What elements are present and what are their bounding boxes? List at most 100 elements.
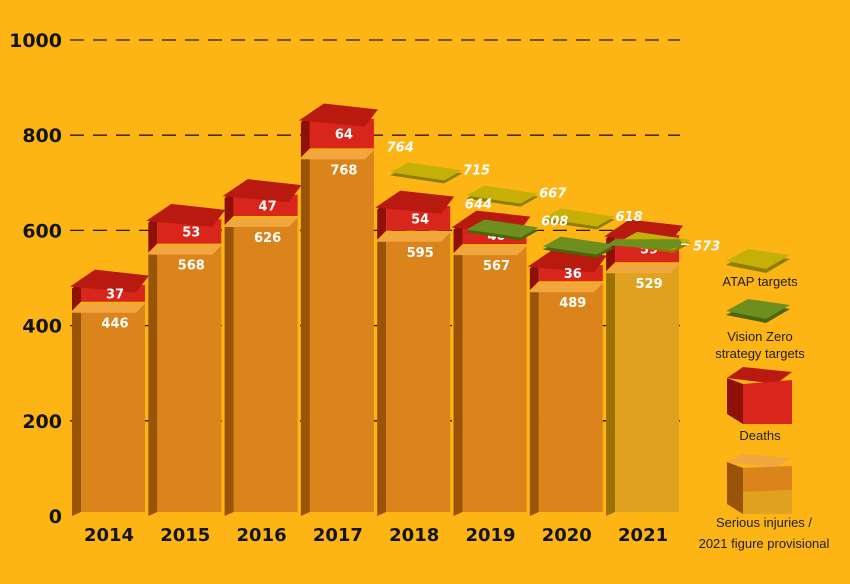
serious-injuries-side [453,246,463,516]
y-axis-ticks: 0 200 400 600 800 1000 [9,30,62,528]
deaths-side [224,189,234,226]
serious-injuries-value-label: 626 [254,231,281,246]
bar-group: 47 626 [222,179,302,517]
deaths-side [377,200,387,240]
deaths-value-label: 54 [411,212,429,227]
atap-target-plate [542,208,615,230]
bar-group: 36 489 [527,249,607,516]
bar-group: 40567 [451,210,531,516]
serious-injuries-top [606,264,680,274]
atap-target-plate-face [542,208,615,227]
serious-injuries-value-label: 768 [330,163,357,178]
legend-deaths-side [727,378,743,424]
bars: 37 446 53 568 47 626 64 768 54 595 40567 36 489 59529… [70,103,720,517]
serious-injuries-value-label: 446 [101,317,128,332]
serious-injuries-side [377,232,387,516]
serious-injuries-bar [615,264,680,512]
bar-group: 54 595 [375,190,455,516]
legend-si-front [743,466,792,492]
serious-injuries-top [377,232,451,242]
legend-si-front-provisional [743,490,792,514]
legend-serious-injuries-swatch [727,454,792,514]
atap-target-plate [390,162,463,184]
serious-injuries-value-label: 567 [483,259,510,274]
vision-zero-target-plate [542,236,615,258]
legend-vision-zero-label-line1: Vision Zero [727,329,793,344]
deaths-side [300,113,310,158]
legend-atap-swatch-face [726,249,790,269]
deaths-top [70,269,149,293]
legend-deaths-swatch [727,367,792,424]
vision-zero-target-label: 644 [465,197,492,212]
deaths-bar [309,118,374,149]
serious-injuries-bar [157,245,222,512]
legend-vision-zero-label-line2: strategy targets [715,346,805,361]
vision-zero-target-plate-face [542,236,615,255]
deaths-value-label: 47 [259,199,277,214]
vision-zero-target-plate-face [466,219,539,238]
x-tick-label: 2017 [313,525,363,546]
serious-injuries-value-label: 568 [178,259,205,274]
serious-injuries-side [72,303,81,516]
bar-group: 64 768 [298,103,378,516]
deaths-top [375,190,455,214]
x-tick-label: 2015 [160,525,210,546]
serious-injuries-top [529,283,603,293]
deaths-value-label: 37 [106,287,124,302]
bar-group: 53 568 [146,203,226,516]
y-tick-label: 400 [22,316,62,338]
vision-zero-target-plate [466,219,539,241]
y-tick-label: 600 [22,220,62,242]
atap-target-label: 618 [616,210,643,225]
deaths-side [606,229,616,272]
deaths-top [222,179,302,203]
deaths-top [298,103,378,127]
serious-injuries-top [148,245,222,255]
legend: ATAP targets Vision Zero strategy targets D… [699,249,830,551]
serious-injuries-side [529,283,539,516]
serious-injuries-value-label: 529 [636,277,663,292]
legend-atap-swatch [726,249,790,273]
deaths-value-label: 53 [182,225,200,240]
atap-target-plate-face [390,162,463,181]
bar-group: 37 446 [70,269,149,516]
x-tick-label: 2016 [237,525,287,546]
legend-atap-label: ATAP targets [722,274,798,289]
serious-injuries-top [72,303,145,313]
deaths-value-label: 36 [564,267,582,282]
serious-injuries-side [148,245,158,516]
legend-si-side [727,462,743,514]
serious-injuries-value-label: 595 [407,246,434,261]
serious-injuries-bar [386,232,451,512]
vision-zero-target-label: 573 [693,239,720,254]
serious-injuries-top [453,246,527,256]
legend-vision-zero-swatch-face [726,299,790,319]
x-tick-label: 2021 [618,525,668,546]
serious-injuries-side [300,150,310,516]
x-tick-label: 2019 [465,525,515,546]
serious-injuries-side [224,218,234,517]
legend-deaths-front [743,380,792,424]
atap-target-label: 715 [463,164,490,179]
legend-si-top [727,454,792,468]
x-tick-label: 2018 [389,525,439,546]
deaths-value-label: 64 [335,128,353,143]
atap-target-label: 667 [539,187,567,202]
serious-injuries-top [300,150,374,160]
legend-si-label-line1: Serious injuries / [716,515,812,530]
serious-injuries-bar [462,246,527,512]
serious-injuries-bar [309,150,374,512]
legend-deaths-label: Deaths [739,428,781,443]
deaths-side [453,220,463,254]
vision-zero-target-band [606,239,686,250]
y-tick-label: 800 [22,125,62,147]
legend-vision-zero-swatch [726,299,790,323]
atap-target-plate-face [466,185,539,204]
legend-deaths-top [727,367,792,384]
serious-injuries-bar [81,303,145,512]
y-tick-label: 1000 [9,30,62,52]
serious-injuries-value-label: 489 [559,296,586,311]
atap-target-plate [466,185,539,207]
